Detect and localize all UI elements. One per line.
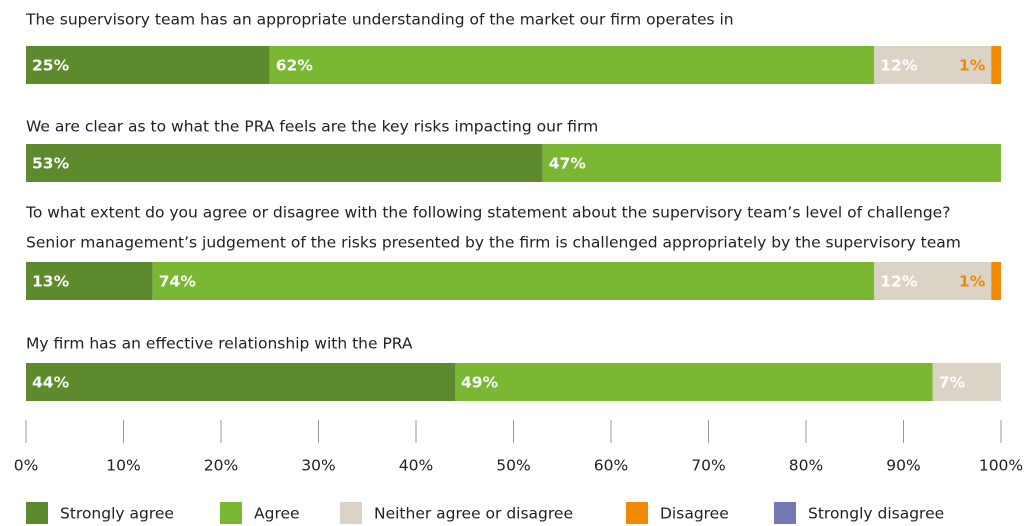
value-label: 12% — [880, 273, 918, 291]
value-label: 44% — [32, 374, 70, 392]
legend-label: Agree — [254, 505, 300, 523]
bar-segment — [874, 262, 992, 300]
value-label: 1% — [959, 57, 986, 75]
legend-label: Disagree — [660, 505, 729, 523]
value-label: 1% — [959, 273, 986, 291]
legend-label: Strongly agree — [60, 505, 174, 523]
bar-segment — [26, 262, 153, 300]
bar-segment — [542, 144, 1001, 182]
x-tick-label: 70% — [691, 457, 725, 475]
bar-segment — [991, 46, 1001, 84]
value-label: 12% — [880, 57, 918, 75]
x-tick-label: 100% — [979, 457, 1023, 475]
bar-segment — [932, 363, 1001, 401]
legend-label: Strongly disagree — [808, 505, 944, 523]
question-title: Senior management’s judgement of the ris… — [26, 234, 961, 252]
value-label: 62% — [276, 57, 314, 75]
value-label: 47% — [549, 155, 587, 173]
legend-swatch — [26, 502, 48, 524]
question-title: To what extent do you agree or disagree … — [25, 204, 950, 222]
legend-swatch — [340, 502, 362, 524]
bar-segment — [455, 363, 933, 401]
question-title: We are clear as to what the PRA feels ar… — [26, 118, 598, 136]
value-label: 53% — [32, 155, 70, 173]
legend-swatch — [626, 502, 648, 524]
bar-segment — [152, 262, 875, 300]
legend-swatch — [774, 502, 796, 524]
x-tick-label: 50% — [496, 457, 530, 475]
x-tick-label: 30% — [301, 457, 335, 475]
value-label: 74% — [159, 273, 197, 291]
bar-segment — [26, 46, 270, 84]
x-tick-label: 80% — [789, 457, 823, 475]
question-title: My firm has an effective relationship wi… — [26, 335, 413, 353]
x-tick-label: 0% — [14, 457, 39, 475]
value-label: 49% — [461, 374, 499, 392]
x-tick-label: 10% — [106, 457, 140, 475]
value-label: 13% — [32, 273, 70, 291]
legend-label: Neither agree or disagree — [374, 505, 573, 523]
bar-segment — [874, 46, 992, 84]
x-tick-label: 90% — [886, 457, 920, 475]
legend-swatch — [220, 502, 242, 524]
bar-segment — [991, 262, 1001, 300]
value-label: 25% — [32, 57, 70, 75]
x-tick-label: 40% — [399, 457, 433, 475]
question-title: The supervisory team has an appropriate … — [25, 11, 734, 29]
value-label: 7% — [939, 374, 966, 392]
bar-segment — [26, 144, 543, 182]
bar-segment — [26, 363, 455, 401]
x-tick-label: 60% — [594, 457, 628, 475]
bar-segment — [269, 46, 875, 84]
x-tick-label: 20% — [204, 457, 238, 475]
